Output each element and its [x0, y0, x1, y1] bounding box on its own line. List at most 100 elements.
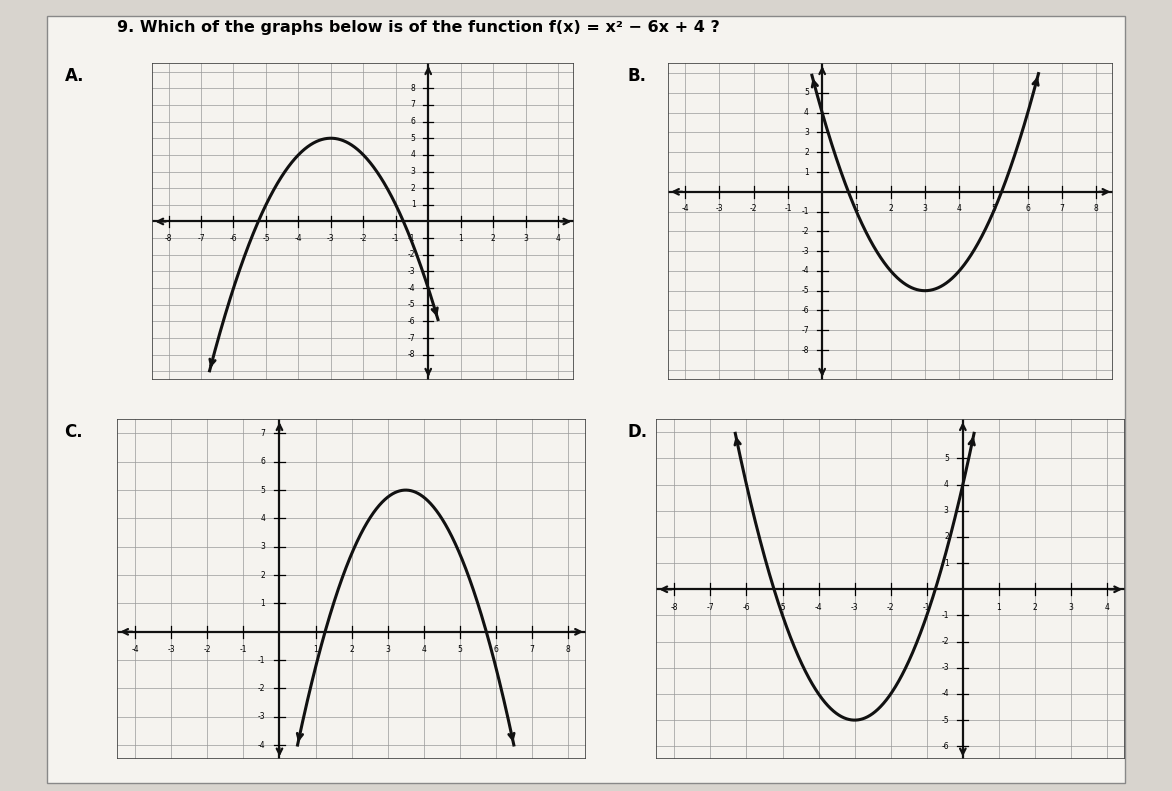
Text: 4: 4 — [410, 150, 416, 159]
Text: 5: 5 — [992, 204, 996, 214]
Text: 8: 8 — [566, 645, 571, 654]
Text: D.: D. — [627, 423, 647, 441]
Text: -5: -5 — [263, 234, 270, 243]
Text: -7: -7 — [197, 234, 205, 243]
Text: 5: 5 — [260, 486, 265, 494]
Text: 4: 4 — [1105, 603, 1110, 612]
Text: 1: 1 — [854, 204, 859, 214]
Text: -7: -7 — [707, 603, 714, 612]
Text: 7: 7 — [1059, 204, 1064, 214]
Text: 2: 2 — [804, 148, 809, 157]
Text: 6: 6 — [493, 645, 498, 654]
Text: 7: 7 — [410, 100, 416, 109]
Text: 3: 3 — [943, 506, 949, 515]
Text: -6: -6 — [743, 603, 750, 612]
Text: -4: -4 — [802, 267, 809, 275]
Text: -3: -3 — [258, 713, 265, 721]
Text: -4: -4 — [941, 690, 949, 698]
Text: A.: A. — [64, 67, 84, 85]
Text: 6: 6 — [1026, 204, 1030, 214]
Text: 3: 3 — [386, 645, 390, 654]
Bar — [668, 63, 1113, 380]
Text: 3: 3 — [1069, 603, 1074, 612]
Text: -5: -5 — [941, 716, 949, 725]
Text: -1: -1 — [239, 645, 247, 654]
Text: -1: -1 — [258, 656, 265, 664]
Text: -3: -3 — [716, 204, 723, 214]
Text: 4: 4 — [556, 234, 560, 243]
Text: -4: -4 — [408, 284, 416, 293]
Text: 5: 5 — [804, 89, 809, 97]
Text: 2: 2 — [888, 204, 893, 214]
Text: -5: -5 — [778, 603, 786, 612]
Text: 6: 6 — [260, 457, 265, 466]
Text: -8: -8 — [802, 346, 809, 354]
Text: -3: -3 — [941, 664, 949, 672]
Text: 4: 4 — [956, 204, 962, 214]
Text: -2: -2 — [887, 603, 894, 612]
Text: -5: -5 — [408, 301, 416, 309]
Text: -8: -8 — [408, 350, 416, 359]
Text: -4: -4 — [131, 645, 139, 654]
Text: -2: -2 — [258, 684, 265, 693]
Text: -8: -8 — [670, 603, 679, 612]
Text: 7: 7 — [260, 429, 265, 438]
Text: 6: 6 — [410, 117, 416, 126]
Text: 3: 3 — [922, 204, 927, 214]
Text: 2: 2 — [349, 645, 354, 654]
Text: -2: -2 — [941, 637, 949, 646]
Text: 2: 2 — [1033, 603, 1037, 612]
Bar — [117, 419, 586, 759]
Text: 3: 3 — [410, 167, 416, 176]
Text: 1: 1 — [943, 558, 949, 568]
Text: B.: B. — [627, 67, 646, 85]
Text: -1: -1 — [391, 234, 400, 243]
Text: -1: -1 — [924, 603, 931, 612]
Text: -6: -6 — [408, 317, 416, 326]
Text: -4: -4 — [815, 603, 823, 612]
Text: 1: 1 — [996, 603, 1001, 612]
Text: -1: -1 — [408, 233, 416, 243]
Text: -6: -6 — [941, 742, 949, 751]
Text: 4: 4 — [943, 480, 949, 489]
Text: 5: 5 — [943, 454, 949, 463]
Text: 3: 3 — [523, 234, 529, 243]
Text: -3: -3 — [802, 247, 809, 255]
Text: -1: -1 — [784, 204, 792, 214]
Text: 2: 2 — [260, 570, 265, 580]
Text: 5: 5 — [457, 645, 462, 654]
Text: 1: 1 — [458, 234, 463, 243]
Text: 4: 4 — [421, 645, 427, 654]
Text: 1: 1 — [260, 599, 265, 608]
Text: 1: 1 — [411, 200, 416, 210]
Text: 9. Which of the graphs below is of the function f(x) = x² − 6x + 4 ?: 9. Which of the graphs below is of the f… — [117, 20, 720, 35]
Text: -3: -3 — [168, 645, 175, 654]
Text: -3: -3 — [408, 267, 416, 276]
Text: -2: -2 — [750, 204, 757, 214]
Text: -2: -2 — [360, 234, 367, 243]
Bar — [152, 63, 574, 380]
Bar — [656, 419, 1125, 759]
Text: 1: 1 — [804, 168, 809, 176]
Text: 3: 3 — [804, 128, 809, 137]
Text: 8: 8 — [411, 84, 416, 93]
Text: 5: 5 — [410, 134, 416, 142]
Text: -2: -2 — [408, 250, 416, 259]
Text: -7: -7 — [408, 334, 416, 343]
Text: 4: 4 — [260, 514, 265, 523]
Text: 8: 8 — [1093, 204, 1098, 214]
Text: -7: -7 — [802, 326, 809, 335]
Text: -3: -3 — [327, 234, 335, 243]
Text: -4: -4 — [258, 740, 265, 750]
Text: -3: -3 — [851, 603, 858, 612]
Text: 3: 3 — [260, 543, 265, 551]
Text: -1: -1 — [941, 611, 949, 620]
Text: -8: -8 — [165, 234, 172, 243]
Text: 4: 4 — [804, 108, 809, 117]
Text: -2: -2 — [204, 645, 211, 654]
Text: -5: -5 — [802, 286, 809, 295]
Text: 2: 2 — [411, 184, 416, 193]
Text: -6: -6 — [802, 306, 809, 315]
Text: 7: 7 — [530, 645, 534, 654]
Text: C.: C. — [64, 423, 83, 441]
